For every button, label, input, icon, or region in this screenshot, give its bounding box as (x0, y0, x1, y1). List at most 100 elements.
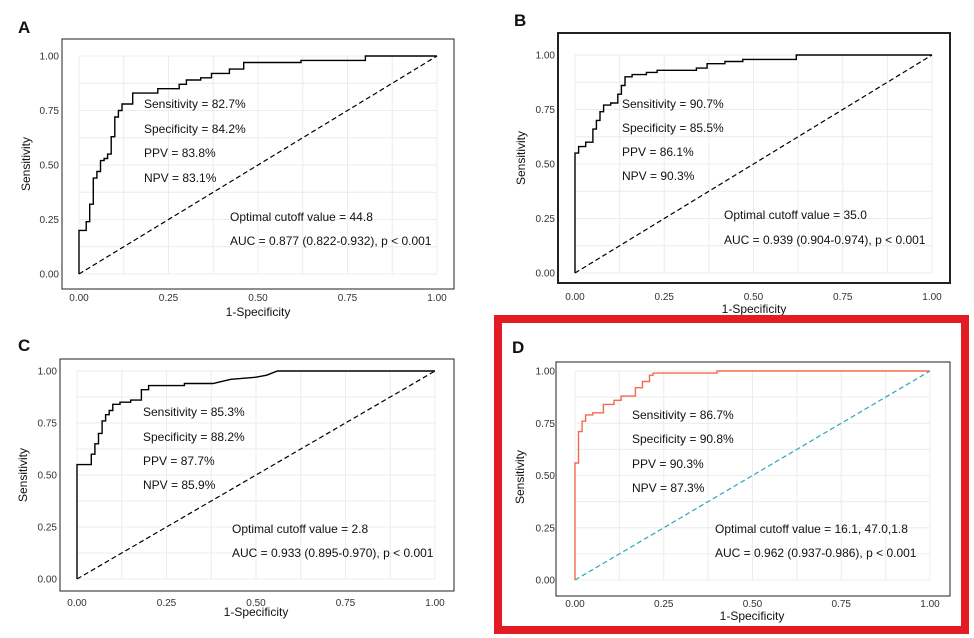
ppv-stat: PPV = 83.8% (144, 146, 216, 160)
y-tick-label: 0.50 (536, 160, 556, 171)
x-ticks: 0.00 0.25 0.50 0.75 1.00 (565, 292, 942, 303)
roc-curve (78, 55, 437, 274)
x-tick-label: 0.50 (246, 598, 266, 609)
reference-diagonal (574, 54, 933, 274)
grid (78, 55, 438, 275)
y-tick-label: 0.00 (536, 269, 556, 280)
sensitivity-stat: Sensitivity = 82.7% (144, 97, 246, 111)
ppv-stat: PPV = 86.1% (622, 145, 694, 159)
x-ticks: 0.00 0.25 0.50 0.75 1.00 (67, 598, 445, 609)
y-tick-label: 1.00 (536, 51, 556, 62)
y-tick-label: 0.00 (38, 575, 58, 586)
panel-label: A (18, 18, 30, 37)
y-ticks: 0.00 0.25 0.50 0.75 1.00 (40, 52, 60, 281)
npv-stat: NPV = 87.3% (632, 481, 705, 495)
npv-stat: NPV = 90.3% (622, 169, 695, 183)
x-axis-title: 1-Specificity (224, 605, 289, 619)
y-tick-label: 0.75 (38, 419, 58, 430)
sensitivity-stat: Sensitivity = 90.7% (622, 97, 724, 111)
x-tick-label: 1.00 (922, 292, 942, 303)
y-tick-label: 1.00 (536, 367, 556, 378)
x-tick-label: 0.75 (833, 292, 853, 303)
panel-b: B 0.00 0.25 0.50 0.75 1.00 0.00 0.25 0.5… (514, 11, 951, 316)
grid (574, 370, 931, 581)
x-tick-label: 1.00 (425, 598, 445, 609)
y-tick-label: 0.75 (536, 105, 556, 116)
ppv-stat: PPV = 90.3% (632, 457, 704, 471)
y-axis-title: Sensitivity (513, 450, 527, 504)
y-axis-title: Sensitivity (16, 448, 30, 502)
x-ticks: 0.00 0.25 0.50 0.75 1.00 (565, 599, 940, 610)
panel-label: B (514, 11, 526, 30)
y-axis-title: Sensitivity (19, 137, 33, 191)
x-tick-label: 1.00 (920, 599, 940, 610)
npv-stat: NPV = 85.9% (143, 478, 216, 492)
x-tick-label: 0.00 (67, 598, 87, 609)
specificity-stat: Specificity = 88.2% (143, 430, 245, 444)
y-tick-label: 0.25 (536, 523, 556, 534)
specificity-stat: Specificity = 84.2% (144, 122, 246, 136)
specificity-stat: Specificity = 85.5% (622, 121, 724, 135)
roc-curve (574, 54, 932, 273)
panel-label: D (512, 338, 524, 357)
reference-diagonal (76, 370, 436, 580)
x-axis-title: 1-Specificity (226, 305, 291, 319)
cutoff-text: Optimal cutoff value = 35.0 (724, 208, 867, 222)
auc-text: AUC = 0.939 (0.904-0.974), p < 0.001 (724, 233, 926, 247)
y-tick-label: 0.75 (536, 419, 556, 430)
panel-label: C (18, 336, 30, 355)
npv-stat: NPV = 83.1% (144, 171, 217, 185)
x-axis-title: 1-Specificity (722, 302, 787, 316)
plot-frame (557, 32, 951, 284)
panel-a: A 0.00 0.25 0.50 0.75 1.00 0.00 0.25 0.5… (18, 18, 455, 319)
x-axis-title: 1-Specificity (720, 609, 785, 623)
roc-curve (574, 370, 930, 580)
x-tick-label: 0.00 (565, 599, 585, 610)
x-tick-label: 0.25 (654, 599, 674, 610)
y-tick-label: 0.25 (40, 215, 60, 226)
y-tick-label: 0.25 (536, 214, 556, 225)
cutoff-text: Optimal cutoff value = 44.8 (230, 210, 373, 224)
x-tick-label: 0.75 (336, 598, 356, 609)
plot-frame (555, 361, 951, 597)
auc-text: AUC = 0.962 (0.937-0.986), p < 0.001 (715, 546, 917, 560)
x-tick-label: 0.75 (832, 599, 852, 610)
y-tick-label: 0.25 (38, 523, 58, 534)
y-ticks: 0.00 0.25 0.50 0.75 1.00 (38, 367, 58, 586)
x-tick-label: 1.00 (427, 293, 447, 304)
y-ticks: 0.00 0.25 0.50 0.75 1.00 (536, 51, 556, 280)
y-ticks: 0.00 0.25 0.50 0.75 1.00 (536, 367, 556, 587)
y-tick-label: 0.50 (40, 161, 60, 172)
sensitivity-stat: Sensitivity = 85.3% (143, 405, 245, 419)
panel-c: C 0.00 0.25 0.50 0.75 1.00 0.00 0.25 0.5… (16, 336, 455, 619)
ppv-stat: PPV = 87.7% (143, 454, 215, 468)
y-tick-label: 0.50 (38, 471, 58, 482)
x-tick-label: 0.00 (69, 293, 89, 304)
x-tick-label: 0.25 (159, 293, 179, 304)
reference-diagonal (78, 55, 438, 275)
x-tick-label: 0.75 (338, 293, 358, 304)
roc-curve (76, 370, 435, 579)
y-tick-label: 0.75 (40, 106, 60, 117)
x-tick-label: 0.00 (565, 292, 585, 303)
panel-d: D 0.00 0.25 0.50 0.75 1.00 0.00 0.25 0.5… (512, 338, 951, 623)
y-tick-label: 0.50 (536, 471, 556, 482)
specificity-stat: Specificity = 90.8% (632, 432, 734, 446)
plot-frame (61, 38, 455, 290)
auc-text: AUC = 0.877 (0.822-0.932), p < 0.001 (230, 234, 432, 248)
x-tick-label: 0.25 (157, 598, 177, 609)
auc-text: AUC = 0.933 (0.895-0.970), p < 0.001 (232, 546, 434, 560)
x-tick-label: 0.50 (743, 599, 763, 610)
y-tick-label: 1.00 (38, 367, 58, 378)
cutoff-text: Optimal cutoff value = 2.8 (232, 522, 369, 536)
y-tick-label: 0.00 (536, 576, 556, 587)
cutoff-text: Optimal cutoff value = 16.1, 47.0,1.8 (715, 522, 908, 536)
x-tick-label: 0.50 (744, 292, 764, 303)
y-tick-label: 0.00 (40, 270, 60, 281)
x-tick-label: 0.25 (655, 292, 675, 303)
y-tick-label: 1.00 (40, 52, 60, 63)
sensitivity-stat: Sensitivity = 86.7% (632, 408, 734, 422)
highlight-box (494, 315, 969, 634)
plot-frame (59, 358, 455, 592)
